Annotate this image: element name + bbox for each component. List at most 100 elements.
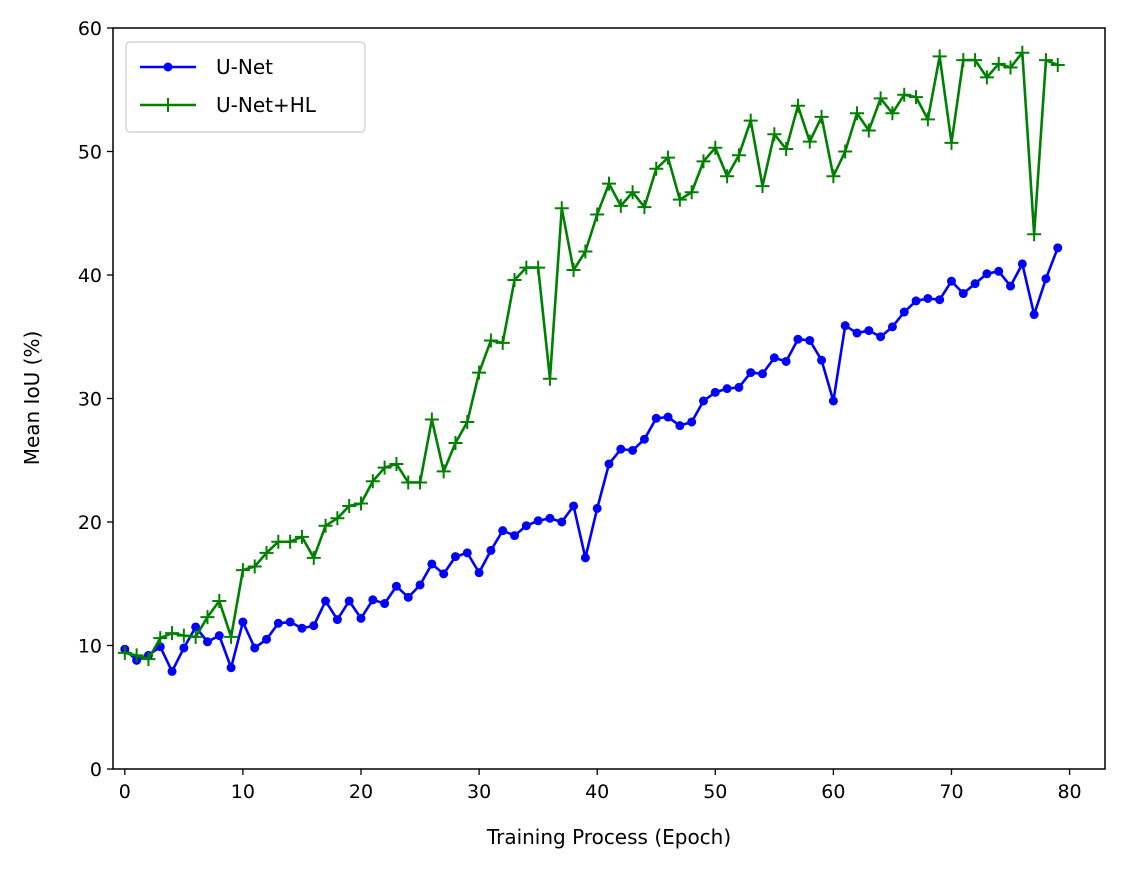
data-point [1006,281,1016,291]
data-point [814,109,829,124]
data-point [413,475,428,490]
data-point [450,552,460,562]
data-point [554,201,569,216]
legend-label: U-Net+HL [216,93,317,117]
data-point [637,200,652,215]
data-point [377,460,392,475]
data-point [176,628,191,643]
data-point [758,369,768,379]
data-point [141,652,156,667]
legend-box [125,41,366,133]
data-point [510,531,520,541]
data-point [321,596,331,606]
data-point [920,112,935,127]
series-layer [117,45,1065,676]
series-u-net [120,243,1063,676]
x-axis-label: Training Process (Epoch) [486,825,731,849]
data-point [944,135,959,150]
data-point [354,496,368,511]
x-tick-label: 70 [939,781,963,803]
data-point [1053,243,1063,253]
data-point [828,396,838,406]
data-point [424,412,439,427]
data-point [885,106,900,121]
data-point [696,154,711,169]
y-tick-label: 40 [78,265,102,287]
data-point [604,459,614,469]
data-point [483,333,498,348]
data-point [684,185,699,200]
data-point [580,553,590,563]
data-point [1050,58,1065,73]
x-tick-label: 60 [821,781,845,803]
data-point [649,161,664,176]
data-point [923,293,933,303]
data-point [519,260,534,275]
data-point [309,621,319,631]
data-point [389,456,404,471]
data-point [403,592,413,602]
legend: U-Net U-Net+HL [125,41,366,133]
y-tick-label: 60 [78,18,102,40]
data-point [767,127,782,142]
data-point [332,615,342,625]
data-point [850,106,864,121]
data-point [247,559,262,574]
data-point [979,70,994,85]
data-point [356,613,366,623]
data-point [294,529,309,544]
data-point [1017,259,1027,269]
data-point [365,474,380,489]
data-point [805,335,815,345]
data-point [167,666,177,676]
data-point [899,307,909,317]
x-tick-label: 30 [467,781,491,803]
data-point [318,518,333,533]
data-point [1027,227,1042,242]
data-point [790,98,805,113]
data-point [861,123,876,138]
data-point [330,511,345,526]
data-point [968,53,983,68]
data-point [214,631,224,641]
data-point [746,368,756,378]
data-point [616,444,626,454]
y-axis: 0 10 20 30 40 50 60 [78,18,113,781]
x-tick-label: 50 [703,781,727,803]
data-point [935,295,945,305]
data-point [235,563,250,578]
data-point [840,321,850,331]
data-point [212,594,227,609]
data-point [755,179,770,194]
data-point [864,326,874,336]
data-point [628,445,638,455]
data-point [731,148,746,163]
data-point [557,517,567,527]
data-point [250,643,260,653]
data-point [970,279,980,289]
y-tick-label: 50 [78,142,102,164]
data-point [224,629,239,644]
x-tick-label: 20 [349,781,373,803]
data-point [202,637,212,647]
data-point [153,631,168,646]
legend-marker [163,62,173,72]
data-point [876,332,886,342]
data-point [958,289,968,299]
data-point [722,384,732,394]
data-point [991,56,1006,71]
data-point [271,534,286,549]
data-point [651,413,661,423]
data-point [708,140,723,155]
data-point [1038,53,1053,68]
data-point [1003,60,1018,75]
x-axis: 0 10 20 30 40 50 60 70 80 [119,769,1082,803]
data-point [720,169,735,184]
x-tick-label: 10 [231,781,255,803]
x-tick-label: 80 [1057,781,1081,803]
data-point [909,90,924,105]
legend-entries: U-Net U-Net+HL [140,55,317,117]
data-point [226,663,236,673]
data-point [521,521,531,531]
